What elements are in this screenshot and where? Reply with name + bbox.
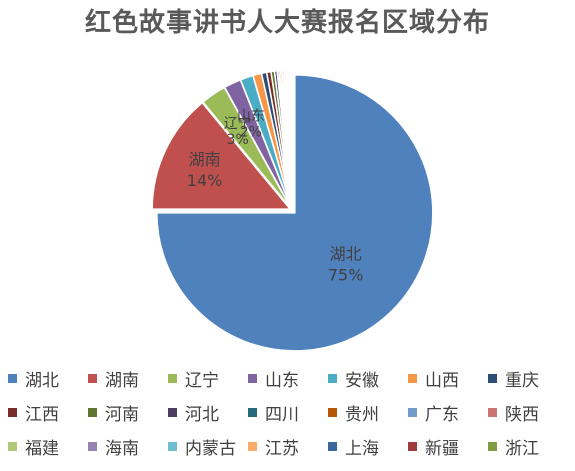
legend-label: 贵州	[345, 404, 379, 425]
legend-item-内蒙古: 内蒙古	[168, 434, 248, 459]
pie-slices	[151, 69, 434, 352]
legend-item-江苏: 江苏	[248, 434, 328, 459]
pie-slice-湖南	[151, 101, 292, 210]
legend-label: 江西	[25, 404, 59, 425]
legend-swatch	[88, 407, 97, 417]
legend-item-贵州: 贵州	[328, 400, 408, 425]
legend-item-新疆: 新疆	[408, 434, 488, 459]
legend-label: 陕西	[505, 404, 539, 425]
legend-swatch	[88, 441, 97, 451]
legend-item-重庆: 重庆	[488, 366, 568, 391]
legend-swatch	[88, 373, 97, 383]
legend-item-上海: 上海	[328, 434, 408, 459]
legend-swatch	[248, 373, 257, 383]
legend-swatch	[408, 373, 417, 383]
legend-label: 辽宁	[185, 370, 219, 391]
legend-swatch	[488, 407, 497, 417]
legend-swatch	[168, 441, 177, 451]
legend-label: 湖北	[25, 370, 59, 391]
data-label-category-辽宁: 辽宁	[224, 115, 252, 132]
legend-item-湖南: 湖南	[88, 366, 168, 391]
legend-swatch	[488, 373, 497, 383]
legend-item-四川: 四川	[248, 400, 328, 425]
legend-label: 河北	[185, 404, 219, 425]
legend-swatch	[8, 373, 17, 383]
legend-label: 内蒙古	[185, 438, 236, 459]
legend-item-浙江: 浙江	[488, 434, 568, 459]
legend-swatch	[248, 441, 257, 451]
legend-swatch	[248, 407, 257, 417]
legend-label: 福建	[25, 438, 59, 459]
legend-swatch	[8, 441, 17, 451]
legend-swatch	[408, 441, 417, 451]
legend-item-海南: 海南	[88, 434, 168, 459]
legend-label: 浙江	[505, 438, 539, 459]
legend-label: 上海	[345, 438, 379, 459]
data-label-percent-山东: 2%	[240, 125, 262, 141]
legend-item-安徽: 安徽	[328, 366, 408, 391]
legend-swatch	[408, 407, 417, 417]
legend-swatch	[328, 373, 337, 383]
legend-swatch	[8, 407, 17, 417]
legend-swatch	[328, 441, 337, 451]
legend-item-辽宁: 辽宁	[168, 366, 248, 391]
data-label-percent-辽宁: 3%	[227, 132, 249, 148]
legend-label: 海南	[105, 438, 139, 459]
legend-item-河南: 河南	[88, 400, 168, 425]
legend-item-山西: 山西	[408, 366, 488, 391]
legend-label: 重庆	[505, 370, 539, 391]
legend-label: 新疆	[425, 438, 459, 459]
pie-data-labels: 湖北 75% 湖南 14% 辽宁3% 山东2%	[187, 109, 364, 285]
legend-item-陕西: 陕西	[488, 400, 568, 425]
legend-label: 河南	[105, 404, 139, 425]
legend-label: 山东	[265, 370, 299, 391]
legend-swatch	[328, 407, 337, 417]
data-label-percent-湖北: 75%	[328, 266, 364, 285]
legend-label: 广东	[425, 404, 459, 425]
legend-item-湖北: 湖北	[8, 366, 88, 391]
legend-swatch	[168, 373, 177, 383]
legend-label: 江苏	[265, 438, 299, 459]
data-label-category-湖北: 湖北	[330, 245, 362, 264]
pie-slice-湖北	[156, 74, 434, 352]
legend-swatch	[168, 407, 177, 417]
pie-slice-浙江	[290, 69, 293, 209]
legend-item-江西: 江西	[8, 400, 88, 425]
legend-label: 安徽	[345, 370, 379, 391]
legend-item-福建: 福建	[8, 434, 88, 459]
legend-item-山东: 山东	[248, 366, 328, 391]
data-label-category-湖南: 湖南	[189, 150, 221, 169]
legend-label: 湖南	[105, 370, 139, 391]
legend-item-河北: 河北	[168, 400, 248, 425]
legend-label: 山西	[425, 370, 459, 391]
legend-swatch	[488, 441, 497, 451]
legend-label: 四川	[265, 404, 299, 425]
legend-item-广东: 广东	[408, 400, 488, 425]
chart-title: 红色故事讲书人大赛报名区域分布	[84, 8, 490, 38]
chart-legend: 湖北 湖南 辽宁 山东 安徽 山西 重庆江西 河南 河北 四川 贵州 广东 陕西福建 海南 内蒙古 江苏 上海 新…	[8, 366, 574, 459]
data-label-percent-湖南: 14%	[187, 171, 223, 190]
data-label-category-山东: 山东	[237, 109, 265, 125]
